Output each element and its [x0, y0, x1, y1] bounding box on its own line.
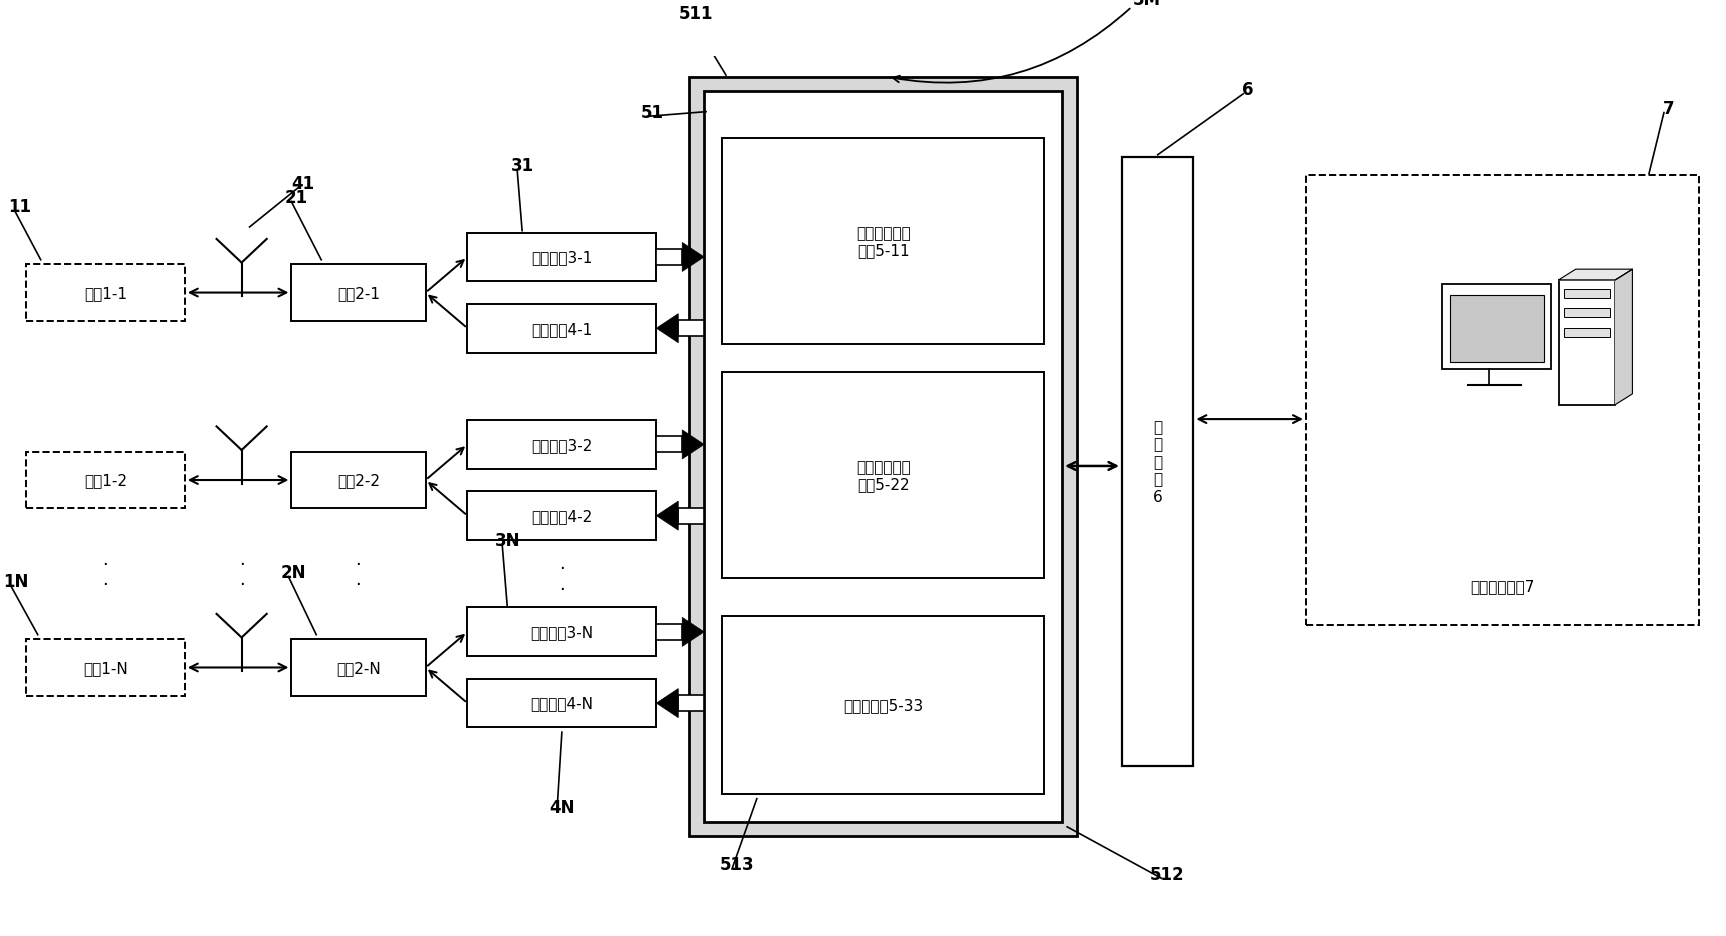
Bar — [26, 452, 185, 508]
Polygon shape — [656, 502, 678, 531]
Polygon shape — [682, 243, 704, 272]
Bar — [468, 233, 656, 282]
Text: 2N: 2N — [281, 563, 306, 581]
Text: 接收支路3-2: 接收支路3-2 — [532, 437, 592, 452]
Text: 31: 31 — [511, 157, 533, 175]
Bar — [468, 607, 656, 656]
Text: 下行基带处理
单元5-22: 下行基带处理 单元5-22 — [856, 460, 911, 492]
Text: 上行基带处理
单元5-11: 上行基带处理 单元5-11 — [856, 226, 911, 258]
Bar — [1564, 289, 1610, 299]
Polygon shape — [656, 314, 678, 344]
Polygon shape — [656, 689, 678, 718]
Polygon shape — [682, 431, 704, 460]
Bar — [678, 695, 704, 711]
Bar — [468, 491, 656, 540]
Text: .
.: . . — [559, 555, 564, 593]
Text: 发射支路4-N: 发射支路4-N — [530, 695, 594, 710]
Bar — [704, 92, 1061, 822]
Bar — [468, 304, 656, 353]
Text: 7: 7 — [1664, 100, 1674, 118]
Text: 前端2-1: 前端2-1 — [337, 285, 380, 300]
Bar — [1564, 309, 1610, 318]
Text: 11: 11 — [9, 198, 31, 216]
Bar — [468, 679, 656, 727]
Text: 前端2-2: 前端2-2 — [337, 473, 380, 488]
Bar — [678, 508, 704, 524]
Bar — [1122, 157, 1193, 766]
Bar — [292, 452, 426, 508]
Bar — [721, 616, 1044, 794]
Text: .
.: . . — [102, 550, 109, 589]
Text: .
.: . . — [238, 550, 245, 589]
Bar — [1443, 285, 1552, 370]
Bar — [1450, 296, 1543, 362]
Text: 41: 41 — [292, 175, 314, 193]
Text: 1N: 1N — [3, 573, 29, 591]
Text: 阵元1-1: 阵元1-1 — [85, 285, 126, 300]
Text: 4N: 4N — [549, 798, 575, 816]
Bar — [1564, 329, 1610, 338]
Text: 发射支路4-2: 发射支路4-2 — [532, 508, 592, 523]
Bar — [26, 639, 185, 695]
Bar — [721, 139, 1044, 344]
Text: 6: 6 — [1243, 81, 1253, 99]
Bar — [1307, 176, 1698, 625]
Text: 接收支路3-N: 接收支路3-N — [530, 624, 594, 639]
Text: 阵元1-N: 阵元1-N — [83, 660, 128, 675]
Text: 513: 513 — [720, 856, 754, 873]
Bar — [656, 250, 682, 266]
Text: 通讯处理器5-33: 通讯处理器5-33 — [842, 697, 923, 712]
Text: 3N: 3N — [494, 532, 520, 549]
Text: 5M: 5M — [1132, 0, 1160, 9]
Text: 21: 21 — [285, 189, 307, 207]
Bar — [292, 639, 426, 695]
Text: 511: 511 — [678, 6, 713, 23]
Text: 51: 51 — [640, 104, 665, 122]
Polygon shape — [1559, 270, 1633, 281]
Bar — [292, 265, 426, 321]
Text: .
.: . . — [356, 550, 361, 589]
Text: 512: 512 — [1150, 865, 1184, 883]
Text: 接收支路3-1: 接收支路3-1 — [532, 250, 592, 265]
Bar — [26, 265, 185, 321]
Text: 主
控
单
元
6: 主 控 单 元 6 — [1153, 419, 1163, 504]
Bar — [678, 321, 704, 337]
Bar — [689, 78, 1077, 836]
Polygon shape — [682, 618, 704, 647]
Text: 前端2-N: 前端2-N — [337, 660, 381, 675]
Bar — [468, 420, 656, 469]
Polygon shape — [1616, 270, 1633, 405]
Bar — [721, 373, 1044, 578]
Text: 操作维护单元7: 操作维护单元7 — [1471, 578, 1534, 593]
Text: 发射支路4-1: 发射支路4-1 — [532, 321, 592, 336]
Bar — [1559, 281, 1616, 405]
Bar — [656, 437, 682, 453]
Bar — [656, 624, 682, 640]
Text: 阵元1-2: 阵元1-2 — [85, 473, 126, 488]
